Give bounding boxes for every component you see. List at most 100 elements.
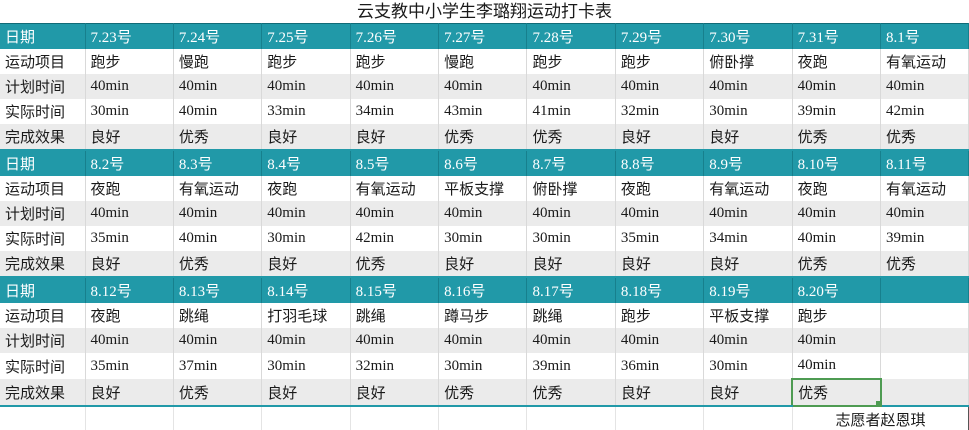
activity-cell[interactable]: 跑步 xyxy=(85,49,174,74)
row-label-effect[interactable]: 完成效果 xyxy=(0,379,86,407)
activity-cell[interactable]: 慢跑 xyxy=(438,49,528,74)
activity-cell[interactable]: 夜跑 xyxy=(261,176,351,201)
date-cell[interactable]: 8.11号 xyxy=(880,149,969,176)
actual-time-cell[interactable]: 30min xyxy=(438,226,528,251)
date-cell[interactable]: 8.19号 xyxy=(703,276,793,303)
effect-cell[interactable]: 良好 xyxy=(703,379,793,407)
row-label-effect[interactable]: 完成效果 xyxy=(0,251,86,278)
activity-cell[interactable]: 跑步 xyxy=(350,49,440,74)
date-cell[interactable]: 8.13号 xyxy=(173,276,263,303)
row-label-date[interactable]: 日期 xyxy=(0,276,86,303)
row-label-activity[interactable]: 运动项目 xyxy=(0,49,86,74)
date-cell[interactable]: 7.24号 xyxy=(173,23,263,49)
date-cell[interactable]: 8.16号 xyxy=(438,276,528,303)
actual-time-cell[interactable]: 39min xyxy=(792,99,882,124)
actual-time-cell[interactable]: 30min xyxy=(438,353,528,379)
empty-cell[interactable] xyxy=(0,406,86,430)
planned-time-cell[interactable]: 40min xyxy=(261,201,351,226)
date-cell[interactable]: 8.6号 xyxy=(438,149,528,176)
planned-time-cell[interactable]: 40min xyxy=(173,328,263,353)
activity-cell[interactable]: 平板支撑 xyxy=(703,303,793,328)
date-cell[interactable]: 8.7号 xyxy=(526,149,616,176)
activity-cell[interactable]: 俯卧撑 xyxy=(703,49,793,74)
planned-time-cell[interactable]: 40min xyxy=(526,74,616,99)
actual-time-cell[interactable]: 30min xyxy=(703,99,793,124)
date-cell[interactable]: 8.5号 xyxy=(350,149,440,176)
activity-cell[interactable]: 夜跑 xyxy=(85,176,174,201)
date-cell[interactable]: 8.8号 xyxy=(615,149,705,176)
effect-cell[interactable] xyxy=(880,379,969,407)
effect-cell[interactable]: 良好 xyxy=(261,251,351,278)
actual-time-cell[interactable]: 35min xyxy=(615,226,705,251)
planned-time-cell[interactable]: 40min xyxy=(615,74,705,99)
activity-cell[interactable]: 跑步 xyxy=(615,303,705,328)
planned-time-cell[interactable]: 40min xyxy=(792,328,882,353)
planned-time-cell[interactable]: 40min xyxy=(880,74,969,99)
effect-cell[interactable]: 优秀 xyxy=(880,124,969,151)
effect-cell[interactable]: 良好 xyxy=(261,379,351,407)
activity-cell[interactable]: 跑步 xyxy=(792,303,882,328)
activity-cell[interactable] xyxy=(880,303,969,328)
planned-time-cell[interactable]: 40min xyxy=(85,328,174,353)
date-cell[interactable]: 7.23号 xyxy=(85,23,174,49)
actual-time-cell[interactable]: 40min xyxy=(792,353,882,379)
activity-cell[interactable]: 有氧运动 xyxy=(173,176,263,201)
effect-cell[interactable]: 良好 xyxy=(350,379,440,407)
date-cell[interactable]: 7.27号 xyxy=(438,23,528,49)
planned-time-cell[interactable]: 40min xyxy=(85,74,174,99)
volunteer-signature-cell[interactable]: 志愿者赵恩琪 xyxy=(791,405,969,430)
date-cell[interactable]: 7.30号 xyxy=(703,23,793,49)
planned-time-cell[interactable]: 40min xyxy=(792,74,882,99)
effect-cell[interactable]: 良好 xyxy=(615,124,705,151)
actual-time-cell[interactable]: 30min xyxy=(526,226,616,251)
actual-time-cell[interactable]: 39min xyxy=(526,353,616,379)
row-label-planned-time[interactable]: 计划时间 xyxy=(0,74,86,99)
activity-cell[interactable]: 夜跑 xyxy=(615,176,705,201)
planned-time-cell[interactable]: 40min xyxy=(703,328,793,353)
date-cell[interactable]: 8.12号 xyxy=(85,276,174,303)
planned-time-cell[interactable]: 40min xyxy=(526,201,616,226)
effect-cell[interactable]: 良好 xyxy=(615,379,705,407)
planned-time-cell[interactable]: 40min xyxy=(792,201,882,226)
actual-time-cell[interactable]: 34min xyxy=(703,226,793,251)
actual-time-cell[interactable]: 34min xyxy=(350,99,440,124)
date-cell[interactable]: 8.4号 xyxy=(261,149,351,176)
actual-time-cell[interactable] xyxy=(880,353,969,379)
actual-time-cell[interactable]: 41min xyxy=(526,99,616,124)
planned-time-cell[interactable]: 40min xyxy=(350,201,440,226)
effect-cell[interactable]: 优秀 xyxy=(173,379,263,407)
effect-cell[interactable]: 优秀 xyxy=(350,251,440,278)
planned-time-cell[interactable]: 40min xyxy=(703,201,793,226)
actual-time-cell[interactable]: 30min xyxy=(261,353,351,379)
date-cell[interactable]: 8.14号 xyxy=(261,276,351,303)
activity-cell[interactable]: 跑步 xyxy=(261,49,351,74)
effect-cell[interactable]: 良好 xyxy=(261,124,351,151)
planned-time-cell[interactable]: 40min xyxy=(438,201,528,226)
date-cell[interactable]: 8.17号 xyxy=(526,276,616,303)
date-cell[interactable]: 8.15号 xyxy=(350,276,440,303)
actual-time-cell[interactable]: 30min xyxy=(261,226,351,251)
date-cell[interactable]: 7.25号 xyxy=(261,23,351,49)
actual-time-cell[interactable]: 32min xyxy=(615,99,705,124)
date-cell[interactable]: 8.10号 xyxy=(792,149,882,176)
row-label-activity[interactable]: 运动项目 xyxy=(0,303,86,328)
date-cell[interactable] xyxy=(880,276,969,303)
planned-time-cell[interactable]: 40min xyxy=(173,74,263,99)
activity-cell[interactable]: 跳绳 xyxy=(173,303,263,328)
empty-cell[interactable] xyxy=(438,406,528,430)
planned-time-cell[interactable]: 40min xyxy=(350,328,440,353)
selected-cell[interactable]: 优秀 xyxy=(791,378,882,407)
effect-cell[interactable]: 良好 xyxy=(85,251,174,278)
effect-cell[interactable]: 良好 xyxy=(438,251,528,278)
planned-time-cell[interactable]: 40min xyxy=(526,328,616,353)
effect-cell[interactable]: 优秀 xyxy=(526,379,616,407)
planned-time-cell[interactable]: 40min xyxy=(85,201,174,226)
effect-cell[interactable]: 良好 xyxy=(615,251,705,278)
effect-cell[interactable]: 良好 xyxy=(350,124,440,151)
activity-cell[interactable]: 夜跑 xyxy=(792,49,882,74)
actual-time-cell[interactable]: 33min xyxy=(261,99,351,124)
effect-cell[interactable]: 良好 xyxy=(703,124,793,151)
date-cell[interactable]: 8.20号 xyxy=(792,276,882,303)
activity-cell[interactable]: 打羽毛球 xyxy=(261,303,351,328)
empty-cell[interactable] xyxy=(703,406,793,430)
